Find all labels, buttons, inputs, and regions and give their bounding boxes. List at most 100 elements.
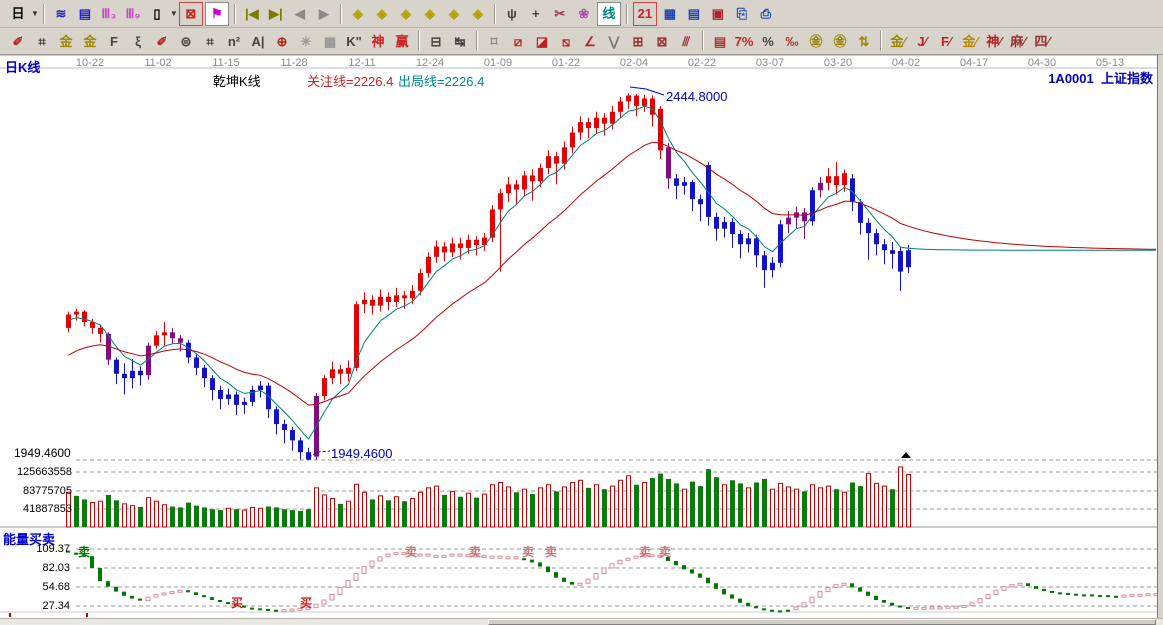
- zoom-in-h-button[interactable]: ◈: [400, 6, 411, 21]
- angle-line-icon[interactable]: ∠: [584, 33, 596, 49]
- box-tool-icon[interactable]: ▩: [323, 33, 337, 49]
- ray-filled-icon[interactable]: ◪: [535, 33, 549, 49]
- f-grid-icon[interactable]: F: [110, 33, 118, 49]
- shen-tool-icon[interactable]: 神: [371, 33, 385, 49]
- save-icon[interactable]: ▣: [711, 6, 724, 21]
- nav-last-button[interactable]: ▶|: [269, 6, 283, 21]
- ray-fan-icon[interactable]: ⧄: [513, 33, 523, 49]
- percent7-icon[interactable]: 7%: [734, 33, 754, 49]
- shen-slash-icon[interactable]: 神∕: [986, 33, 1002, 49]
- nav-next-button[interactable]: ▶: [318, 6, 329, 21]
- target-icon[interactable]: ⊕: [276, 33, 288, 49]
- sub-axis-label: 109.37: [36, 543, 70, 555]
- date-tick-11-15: 11-15: [212, 57, 240, 69]
- gold-circle1-icon[interactable]: ㊎: [809, 33, 823, 49]
- date-tick-05-13: 05-13: [1095, 57, 1125, 69]
- period-daily-button[interactable]: 日: [11, 6, 25, 21]
- crosshair-icon[interactable]: +: [532, 6, 540, 21]
- brush2-icon[interactable]: ✐: [156, 33, 168, 49]
- nav-first-button[interactable]: |◀: [245, 6, 259, 21]
- parallel-lines-icon[interactable]: ⫻: [682, 33, 690, 49]
- sub-axis-label: 27.34: [42, 600, 70, 612]
- ma3-icon[interactable]: Ⅲ₃: [101, 6, 117, 21]
- percent-icon[interactable]: %: [762, 33, 774, 49]
- toolbar-separator: [880, 31, 882, 51]
- gann-grid-icon[interactable]: ⊞: [632, 33, 644, 49]
- ray-boxed-icon[interactable]: ⧅: [561, 33, 571, 49]
- info-board-icon[interactable]: ▤: [78, 6, 92, 21]
- export-data-icon[interactable]: ⎙: [760, 6, 772, 21]
- horizontal-scrollbar[interactable]: [0, 618, 1163, 625]
- gann-box-icon[interactable]: ⊠: [656, 33, 668, 49]
- f-slash-icon[interactable]: F∕: [940, 33, 952, 49]
- k-pattern-icon[interactable]: ⊠: [178, 1, 203, 26]
- ruler-icon[interactable]: ⊟: [430, 33, 442, 49]
- gold-tool2-icon[interactable]: 金: [83, 33, 97, 49]
- gold-slash2-icon[interactable]: 金∕: [962, 33, 978, 49]
- overlay-lines-icon[interactable]: ≋: [55, 6, 67, 21]
- calculator-icon[interactable]: ▦: [663, 6, 676, 21]
- gold-slash-icon[interactable]: 金∕: [890, 33, 906, 49]
- win-tool-icon[interactable]: 赢: [395, 33, 409, 49]
- permille-icon[interactable]: ‰: [785, 33, 799, 49]
- candle-style-button-dropdown[interactable]: ▼: [169, 9, 178, 18]
- width-measure-icon[interactable]: ↹: [454, 33, 466, 49]
- sell-marker: 卖: [521, 545, 535, 559]
- peak-price-annotation: 2444.8000: [666, 89, 728, 104]
- star-tool-icon[interactable]: ✳: [300, 33, 312, 49]
- gold-updown-icon[interactable]: ⇅: [858, 33, 870, 49]
- copy-chart-icon[interactable]: ⎘: [736, 6, 748, 21]
- period-daily-button-dropdown[interactable]: ▼: [31, 9, 39, 18]
- symbol-name: 上证指数: [1100, 71, 1153, 86]
- gold-circle2-icon[interactable]: ㊎: [833, 33, 847, 49]
- spiral-tool-icon[interactable]: ξ: [135, 33, 141, 49]
- pan-hand-icon[interactable]: ψ: [506, 6, 517, 21]
- color-flag-icon[interactable]: ⚑: [204, 1, 229, 26]
- n-square-icon[interactable]: n²: [227, 33, 241, 49]
- calendar-icon[interactable]: 21: [632, 1, 657, 26]
- nav-prev-button[interactable]: ◀: [294, 6, 305, 21]
- ribbon-tool-icon[interactable]: ❀: [578, 6, 590, 21]
- ma9-icon[interactable]: Ⅲ₉: [125, 6, 141, 21]
- circle-grid-icon[interactable]: ⊜: [180, 33, 192, 49]
- zoom-in-v-button[interactable]: ◈: [448, 6, 459, 21]
- volume-axis-label: 83775705: [23, 485, 72, 497]
- k-quote-icon[interactable]: K": [346, 33, 362, 49]
- toolbar-main: 日 ▼ ≋ ▤ Ⅲ₃ Ⅲ₉ ▯ ▼ ⊠ ⚑ |◀ ▶| ◀ ▶ ◈ ◈ ◈ ◈ ◈ ◈ ψ + ✂ ❀ 线 21 ▦ ▤ ▣ ⎘ ⎙: [0, 0, 1163, 28]
- zoom-out-h-button[interactable]: ◈: [424, 6, 435, 21]
- main-indicator-title: 乾坤K线: [213, 74, 261, 89]
- j-slash-icon[interactable]: J∕: [917, 33, 927, 49]
- candle-style-button[interactable]: ▯: [153, 6, 161, 21]
- line-tools-icon[interactable]: 线: [596, 1, 621, 26]
- cut-tool-icon[interactable]: ✂: [554, 6, 566, 21]
- symbol-code: 1A0001: [1048, 71, 1094, 86]
- text-align-icon[interactable]: A|: [251, 33, 265, 49]
- ma-slash-icon[interactable]: 麻∕: [1010, 33, 1026, 49]
- sub-axis-label: 82.03: [42, 562, 70, 574]
- date-tick-02-04: 02-04: [619, 57, 649, 69]
- buy-marker: 买: [299, 596, 313, 610]
- toolbar-separator: [418, 31, 420, 51]
- frame-tool-icon[interactable]: ⌑: [490, 33, 498, 49]
- draw-brush-icon[interactable]: ✐: [12, 33, 24, 49]
- exit-line-value: 出局线=2226.4: [398, 74, 485, 89]
- zoom-reset-button[interactable]: ◈: [472, 6, 483, 21]
- sell-marker: 卖: [544, 545, 558, 559]
- notepad-icon[interactable]: ▤: [687, 6, 700, 21]
- v-dotted-icon[interactable]: ⋁: [608, 33, 620, 49]
- scroll-right-button[interactable]: ◈: [376, 6, 387, 21]
- scroll-left-button[interactable]: ◈: [352, 6, 363, 21]
- four-slash-icon[interactable]: 四∕: [1034, 33, 1050, 49]
- gold-tool1-icon[interactable]: 金: [59, 33, 73, 49]
- date-tick-03-07: 03-07: [755, 57, 785, 69]
- date-tick-01-09: 01-09: [483, 57, 513, 69]
- volume-axis-label: 125663558: [16, 466, 72, 478]
- date-tick-10-22: 10-22: [75, 57, 105, 69]
- sell-marker: 卖: [638, 545, 652, 559]
- hatch1-icon[interactable]: ⌗: [38, 33, 46, 49]
- fib-levels-icon[interactable]: ▤: [713, 33, 727, 49]
- right-edge-strip: [1157, 55, 1163, 618]
- scrollbar-thumb[interactable]: [488, 619, 1156, 625]
- hatch2-icon[interactable]: ⌗: [206, 33, 214, 49]
